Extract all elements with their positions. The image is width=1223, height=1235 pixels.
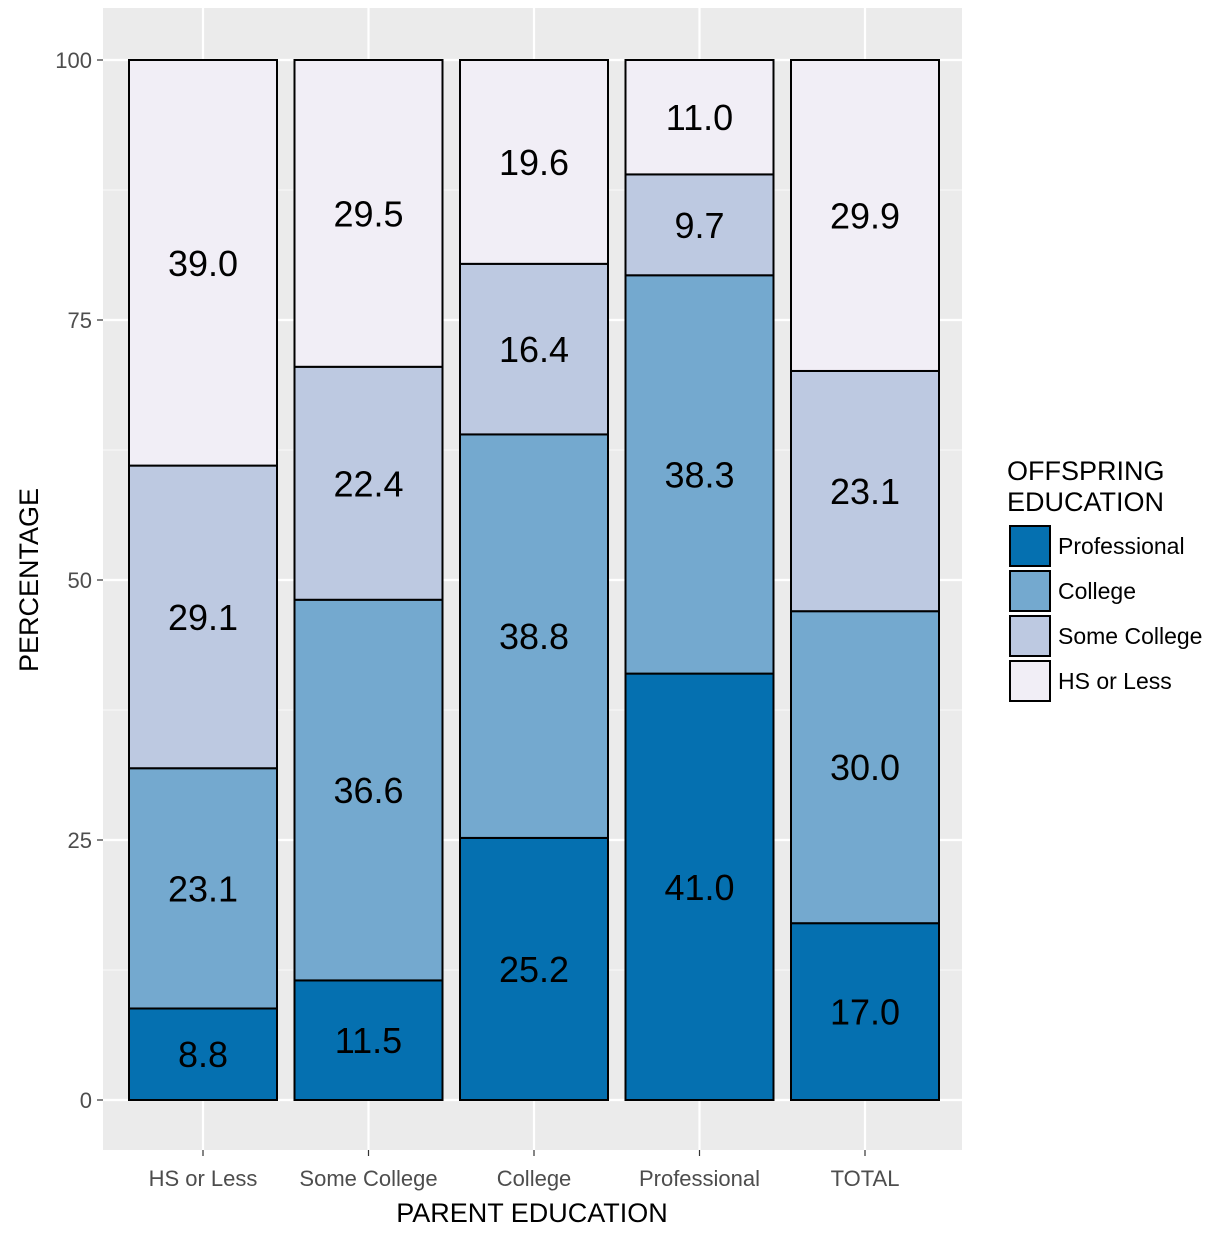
bar-segment: [790, 369, 940, 613]
data-label: 25.2: [499, 949, 569, 990]
x-tick-label: College: [497, 1166, 572, 1191]
data-labels: 8.8 23.1 29.1 39.0 11.5 36.6 22.4 29.5 25.2 38.8 1…: [168, 97, 900, 1075]
data-label: 29.1: [168, 597, 238, 638]
y-tick-label: 100: [55, 48, 92, 73]
x-tick-label: TOTAL: [831, 1166, 900, 1191]
y-tick-label: 50: [68, 568, 92, 593]
data-label: 22.4: [333, 463, 403, 504]
data-label: 17.0: [830, 992, 900, 1033]
data-label: 16.4: [499, 329, 569, 370]
data-label: 19.6: [499, 142, 569, 183]
legend-title-line-1: OFFSPRING: [1007, 456, 1165, 486]
legend-key: [1009, 525, 1051, 567]
data-label: 39.0: [168, 243, 238, 284]
bar-segment: [128, 767, 278, 1010]
axes: 0 25 50 75 100 HS or Less Some College College P…: [55, 48, 899, 1191]
data-label: 8.8: [178, 1034, 228, 1075]
legend-label: Professional: [1058, 533, 1185, 559]
bar-segment: [293, 979, 444, 1102]
legend-key: [1009, 570, 1051, 612]
y-tick-label: 0: [80, 1088, 92, 1113]
data-label: 23.1: [830, 471, 900, 512]
y-tick-label: 75: [68, 308, 92, 333]
data-label: 30.0: [830, 747, 900, 788]
y-tick-label: 25: [68, 828, 92, 853]
y-axis-title: PERCENTAGE: [14, 488, 44, 672]
bar-segment: [459, 433, 609, 839]
legend-key: [1009, 660, 1051, 702]
data-label: 29.9: [830, 195, 900, 236]
bar-segment: [459, 836, 609, 1101]
bar-segment: [790, 610, 940, 925]
legend-title-line-2: EDUCATION: [1007, 487, 1164, 517]
bar-segment: [293, 59, 444, 368]
bars: [128, 59, 940, 1102]
bar-segment: [790, 59, 940, 372]
data-label: 9.7: [674, 205, 724, 246]
bar-segment: [624, 672, 775, 1101]
legend-label: Some College: [1058, 623, 1202, 649]
bar-segment: [128, 59, 278, 467]
bar-segment: [293, 598, 444, 982]
data-label: 41.0: [664, 867, 734, 908]
data-label: 23.1: [168, 868, 238, 909]
data-label: 11.5: [335, 1020, 402, 1061]
bar-segment: [128, 1007, 278, 1101]
bar-segment: [128, 464, 278, 770]
bar-segment: [624, 173, 775, 277]
data-label: 11.0: [666, 97, 733, 138]
data-label: 38.8: [499, 616, 569, 657]
bar-segment: [790, 922, 940, 1102]
legend-label: HS or Less: [1058, 668, 1172, 694]
legend-key: [1009, 615, 1051, 657]
x-tick-label: Professional: [639, 1166, 760, 1191]
data-label: 29.5: [333, 193, 403, 234]
data-label: 36.6: [333, 770, 403, 811]
bar-segment: [624, 274, 775, 675]
bar-segment: [624, 59, 775, 176]
x-tick-label: HS or Less: [149, 1166, 258, 1191]
legend: OFFSPRING EDUCATION Professional College S…: [1007, 456, 1202, 702]
legend-label: College: [1058, 578, 1136, 604]
x-axis-title: PARENT EDUCATION: [396, 1198, 668, 1228]
data-label: 38.3: [664, 454, 734, 495]
x-tick-label: Some College: [299, 1166, 437, 1191]
bar-segment: [459, 59, 609, 265]
